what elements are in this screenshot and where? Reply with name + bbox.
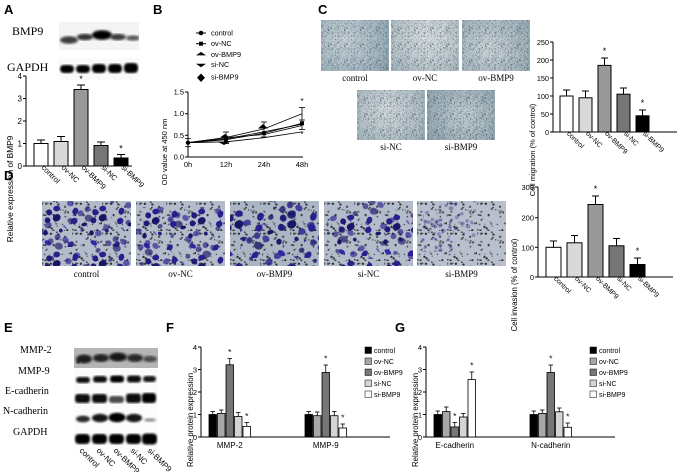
svg-text:ov-BMP9: ov-BMP9 [599, 370, 628, 377]
svg-text:2: 2 [418, 388, 422, 397]
svg-text:1: 1 [418, 411, 422, 420]
svg-text:ov-NC: ov-NC [599, 359, 619, 366]
svg-text:3: 3 [418, 366, 422, 375]
svg-text:E-cadherin: E-cadherin [435, 441, 474, 450]
svg-text:N-cadherin: N-cadherin [531, 441, 570, 450]
svg-text:0: 0 [418, 433, 422, 442]
svg-text:*: * [470, 361, 474, 371]
svg-text:si-NC: si-NC [599, 381, 617, 388]
svg-text:*: * [549, 354, 553, 364]
svg-text:4: 4 [418, 343, 422, 352]
svg-text:si-BMP9: si-BMP9 [599, 392, 626, 399]
svg-text:*: * [566, 412, 570, 422]
svg-text:control: control [599, 348, 620, 355]
svg-text:*: * [453, 411, 457, 421]
